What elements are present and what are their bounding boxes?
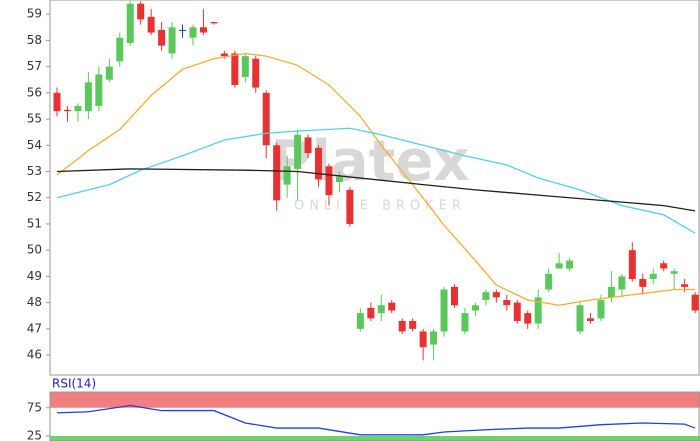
y-tick-label: 55 [27,112,42,126]
y-tick-label: 25 [27,428,42,441]
candle-body [545,273,553,290]
candle-body [566,260,574,269]
watermark: Platex [271,129,470,194]
candle-body [53,92,61,112]
candle-body [503,300,511,306]
candle-body [586,318,594,321]
y-tick-label: 54 [27,138,42,152]
candle-body [335,176,343,182]
candle-body [534,297,542,324]
y-tick-label: 53 [27,164,42,178]
candle-body [241,56,249,78]
plot-frame [49,391,700,441]
candle-body [513,302,521,321]
y-tick-label: 46 [27,348,42,362]
candle-body [168,27,176,54]
candle-body [660,263,668,269]
candle-body [576,305,584,332]
candle-body [356,313,364,329]
oversold-band [50,435,700,441]
candle-body [304,137,312,154]
candle-body [471,305,479,311]
y-tick-label: 50 [27,243,42,257]
candle-body [691,294,699,311]
indicator-line [56,168,696,212]
y-tick-label: 48 [27,295,42,309]
candle-body [147,16,155,33]
candle-body [231,53,239,85]
y-tick-label: 47 [27,321,42,335]
candle-body [461,313,469,332]
candle-body [524,313,532,324]
candle-body [618,276,626,290]
candle-body [325,166,333,196]
candle-body [450,286,458,306]
y-tick-label: 52 [27,190,42,204]
candle-body [84,82,92,112]
candle-body [398,320,406,332]
candle-body [607,286,615,298]
y-tick-label: 75 [27,400,42,414]
candle-body [137,3,145,20]
candle-body [273,145,281,201]
candle-body [262,92,270,146]
y-tick-label: 51 [27,216,42,230]
panel-title: RSI(14) [52,377,96,391]
candle-body [419,331,427,348]
candle-body [440,289,448,332]
candle-body [670,271,678,274]
y-tick-label: 56 [27,85,42,99]
candle-body [199,27,207,33]
candle-body [315,147,323,180]
candle-body [63,109,71,112]
candle-body [95,74,103,106]
candle-body [346,189,354,224]
candle-body [158,29,166,46]
candle-body [252,58,260,88]
candle-body [74,105,82,112]
candle-body [628,250,636,280]
y-tick-label: 49 [27,269,42,283]
candle-body [482,292,490,300]
candle-body [409,320,417,329]
y-tick-label: 57 [27,59,42,73]
overbought-band [50,392,700,408]
candle-body [377,305,385,314]
candle-body [681,284,689,287]
candle-body [430,331,438,345]
indicator-line [56,404,696,436]
candle-body [210,22,218,24]
candle-body [388,302,396,311]
candle-body [367,307,375,319]
candle-body [492,292,500,298]
candle-body [283,166,291,185]
candle-body [126,3,134,44]
candle-body [179,29,187,31]
candle-body [649,273,657,280]
candle-body [220,53,228,57]
candle-body [116,37,124,62]
candle-body [105,66,113,80]
y-tick-label: 58 [27,33,42,47]
candle-body [294,134,302,169]
candle-body [189,27,197,38]
candle-body [597,300,605,319]
plot-frame [49,0,700,376]
candle-body [555,263,563,269]
y-tick-label: 59 [27,7,42,21]
indicator-line [56,127,696,234]
watermark-sub: ONLINE BROKER [294,199,466,214]
indicator-line [56,52,696,306]
candle-body [639,279,647,287]
